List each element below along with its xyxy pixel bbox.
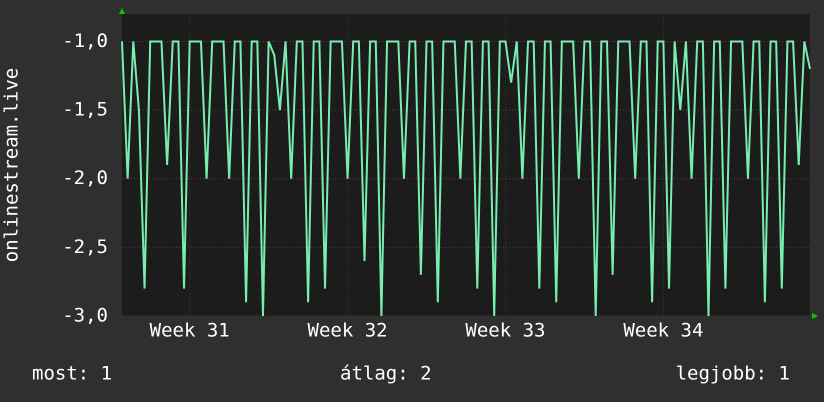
y-tick-label: -1,0 <box>62 30 108 52</box>
axis-arrow <box>119 8 125 14</box>
y-axis-label: onlinestream.live <box>1 68 23 262</box>
x-tick-label: Week 32 <box>308 320 388 342</box>
y-tick-label: -2,5 <box>62 236 108 258</box>
x-tick-label: Week 33 <box>465 320 545 342</box>
footer-average: átlag: 2 <box>340 363 432 385</box>
footer-current: most: 1 <box>32 363 112 385</box>
y-tick-label: -2,0 <box>62 167 108 189</box>
y-tick-label: -3,0 <box>62 305 108 327</box>
footer-best: legjobb: 1 <box>676 363 790 385</box>
axis-arrow <box>812 313 818 319</box>
data-line <box>121 40 811 317</box>
x-tick-label: Week 34 <box>623 320 703 342</box>
x-tick-label: Week 31 <box>150 320 230 342</box>
y-tick-label: -1,5 <box>62 99 108 121</box>
